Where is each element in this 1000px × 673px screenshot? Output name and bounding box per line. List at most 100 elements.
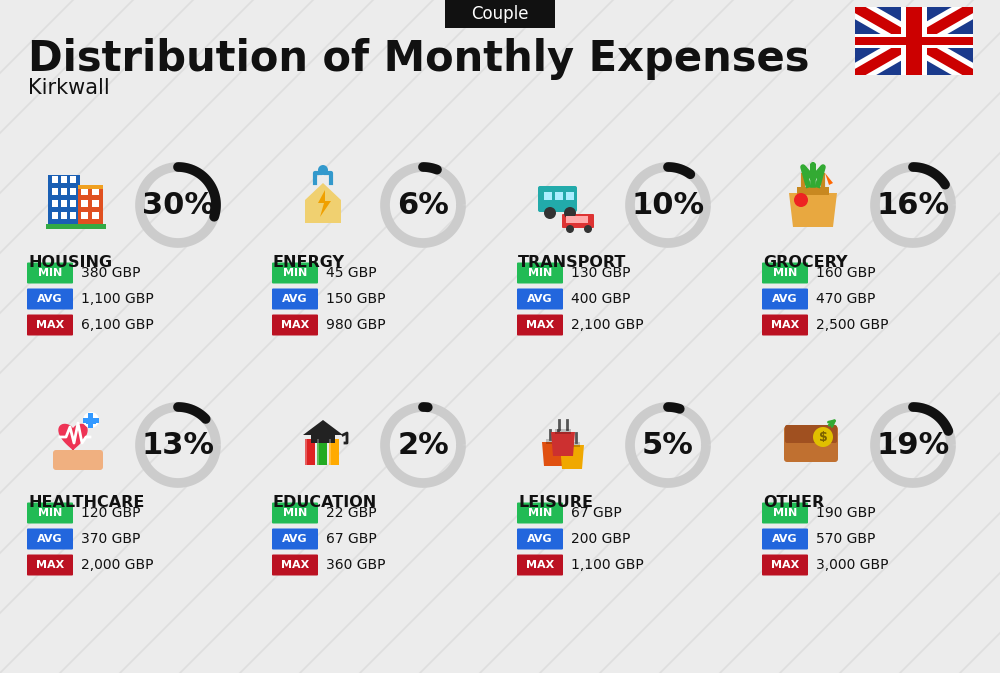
FancyBboxPatch shape [70,200,76,207]
FancyBboxPatch shape [89,417,93,427]
Text: 6%: 6% [397,190,449,219]
Text: 13%: 13% [142,431,214,460]
FancyBboxPatch shape [83,418,99,423]
FancyBboxPatch shape [785,425,837,443]
Text: 380 GBP: 380 GBP [81,266,140,280]
FancyBboxPatch shape [855,7,973,75]
FancyBboxPatch shape [906,7,922,75]
Polygon shape [59,425,87,450]
Text: 370 GBP: 370 GBP [81,532,140,546]
FancyBboxPatch shape [46,224,106,229]
FancyBboxPatch shape [61,200,67,207]
Text: 1,100 GBP: 1,100 GBP [81,292,154,306]
Text: 120 GBP: 120 GBP [81,506,140,520]
FancyBboxPatch shape [784,426,838,462]
FancyBboxPatch shape [27,314,73,336]
FancyBboxPatch shape [61,176,67,183]
Text: 67 GBP: 67 GBP [326,532,377,546]
FancyBboxPatch shape [81,188,88,195]
FancyBboxPatch shape [562,214,594,228]
Text: 160 GBP: 160 GBP [816,266,876,280]
FancyBboxPatch shape [762,503,808,524]
FancyBboxPatch shape [92,188,99,195]
Text: AVG: AVG [772,534,798,544]
Polygon shape [551,432,575,456]
FancyBboxPatch shape [92,200,99,207]
Text: 2,500 GBP: 2,500 GBP [816,318,889,332]
Circle shape [794,193,808,207]
Text: 1,100 GBP: 1,100 GBP [571,558,644,572]
Text: MAX: MAX [36,320,64,330]
Text: HEALTHCARE: HEALTHCARE [28,495,144,510]
FancyBboxPatch shape [92,212,99,219]
Text: 360 GBP: 360 GBP [326,558,386,572]
Text: AVG: AVG [282,534,308,544]
FancyBboxPatch shape [797,187,829,195]
Text: MAX: MAX [526,560,554,570]
FancyBboxPatch shape [317,439,319,465]
Text: ENERGY: ENERGY [273,255,345,270]
Text: 130 GBP: 130 GBP [571,266,631,280]
Text: GROCERY: GROCERY [763,255,848,270]
FancyBboxPatch shape [317,439,327,465]
FancyBboxPatch shape [52,176,58,183]
Text: 19%: 19% [876,431,950,460]
Text: AVG: AVG [282,294,308,304]
FancyBboxPatch shape [546,439,562,444]
Text: 30%: 30% [142,190,214,219]
FancyBboxPatch shape [78,187,103,227]
Text: AVG: AVG [527,294,553,304]
Text: 980 GBP: 980 GBP [326,318,386,332]
FancyBboxPatch shape [61,212,67,219]
FancyBboxPatch shape [855,36,973,45]
FancyBboxPatch shape [272,503,318,524]
Text: MAX: MAX [771,560,799,570]
Text: AVG: AVG [37,294,63,304]
Text: 67 GBP: 67 GBP [571,506,622,520]
Text: 16%: 16% [876,190,950,219]
Text: MIN: MIN [528,508,552,518]
Text: 10%: 10% [631,190,705,219]
Text: 200 GBP: 200 GBP [571,532,630,546]
Polygon shape [303,420,343,435]
Text: MIN: MIN [528,268,552,278]
FancyBboxPatch shape [305,439,315,465]
FancyBboxPatch shape [70,176,76,183]
Text: Distribution of Monthly Expenses: Distribution of Monthly Expenses [28,38,810,80]
Text: MIN: MIN [773,508,797,518]
FancyBboxPatch shape [517,528,563,549]
Circle shape [584,225,592,233]
Text: 6,100 GBP: 6,100 GBP [81,318,154,332]
FancyBboxPatch shape [762,528,808,549]
Text: MIN: MIN [283,508,307,518]
Text: 22 GBP: 22 GBP [326,506,377,520]
FancyBboxPatch shape [762,262,808,283]
Circle shape [566,225,574,233]
FancyBboxPatch shape [272,262,318,283]
Text: 2,000 GBP: 2,000 GBP [81,558,154,572]
Circle shape [318,165,328,175]
FancyBboxPatch shape [311,433,335,443]
FancyBboxPatch shape [517,262,563,283]
FancyBboxPatch shape [27,262,73,283]
FancyBboxPatch shape [305,439,307,465]
Text: MIN: MIN [283,268,307,278]
FancyBboxPatch shape [27,555,73,575]
Text: 150 GBP: 150 GBP [326,292,386,306]
FancyBboxPatch shape [517,289,563,310]
FancyBboxPatch shape [272,555,318,575]
FancyBboxPatch shape [70,212,76,219]
Text: 470 GBP: 470 GBP [816,292,875,306]
Text: MAX: MAX [36,560,64,570]
FancyBboxPatch shape [27,289,73,310]
Text: $: $ [819,431,827,444]
Text: OTHER: OTHER [763,495,824,510]
Polygon shape [789,193,837,227]
FancyBboxPatch shape [61,188,67,195]
Text: MIN: MIN [773,268,797,278]
FancyBboxPatch shape [517,503,563,524]
FancyBboxPatch shape [78,185,103,189]
FancyBboxPatch shape [53,450,103,470]
Text: AVG: AVG [37,534,63,544]
FancyBboxPatch shape [564,442,580,447]
